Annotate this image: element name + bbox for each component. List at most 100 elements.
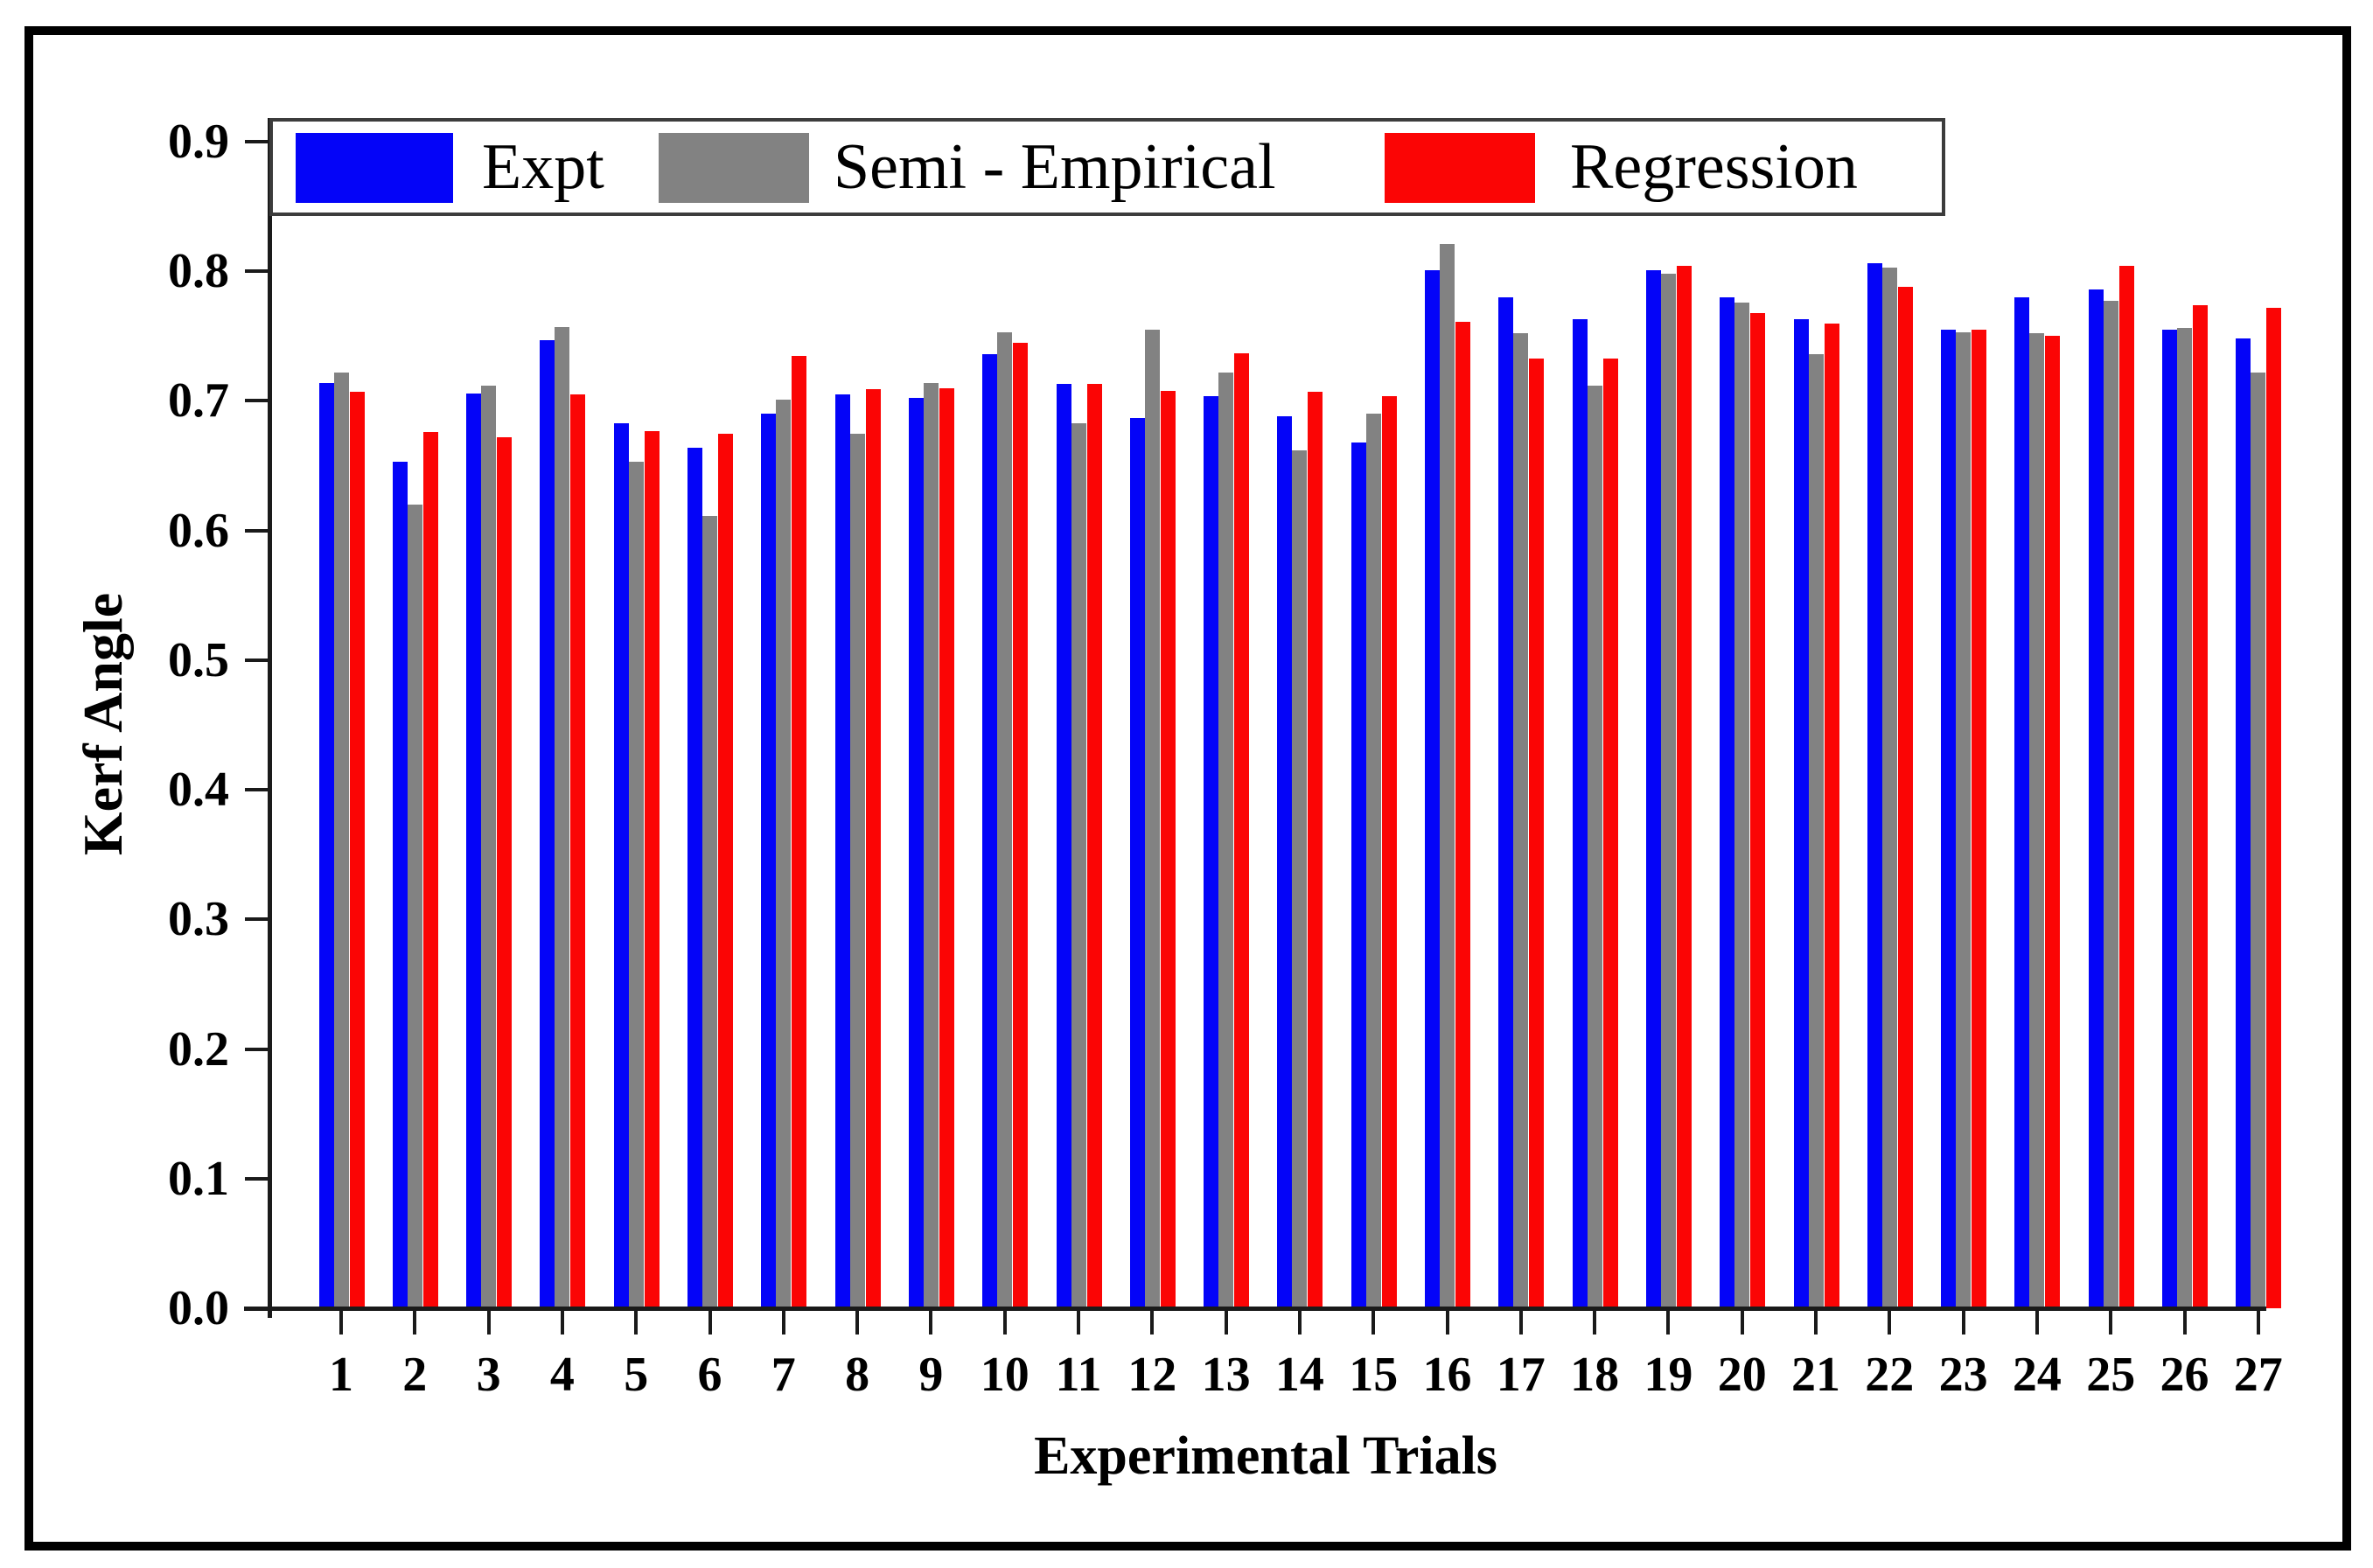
bar-expt-trial-9 <box>908 398 924 1308</box>
bar-regression-trial-26 <box>2193 304 2208 1308</box>
bar-expt-trial-4 <box>540 339 555 1308</box>
legend-swatch-expt <box>296 133 453 203</box>
x-tick-label: 8 <box>845 1348 870 1402</box>
x-tick <box>2034 1311 2039 1335</box>
bar-regression-trial-9 <box>939 387 954 1308</box>
bar-expt-trial-20 <box>1720 296 1735 1308</box>
bar-regression-trial-15 <box>1381 395 1397 1308</box>
y-tick <box>245 269 269 274</box>
bar-regression-trial-16 <box>1455 322 1470 1308</box>
legend-swatch-semi-empirical <box>659 133 809 203</box>
bar-semi-empirical-trial-14 <box>1292 449 1308 1308</box>
x-tick-label: 26 <box>2160 1348 2209 1402</box>
bar-expt-trial-13 <box>1204 395 1219 1308</box>
x-axis-title: Experimental Trials <box>1034 1426 1497 1486</box>
y-tick-label: 0.4 <box>168 763 229 818</box>
x-tick-label: 12 <box>1127 1348 1177 1402</box>
bar-expt-trial-12 <box>1129 417 1145 1308</box>
bar-semi-empirical-trial-21 <box>1808 354 1824 1308</box>
bar-semi-empirical-trial-25 <box>2103 301 2118 1308</box>
bar-expt-trial-7 <box>761 414 777 1308</box>
bar-expt-trial-25 <box>2088 289 2104 1308</box>
bar-regression-trial-12 <box>1160 390 1176 1308</box>
y-tick <box>245 528 269 533</box>
x-tick <box>1150 1311 1155 1335</box>
y-tick <box>245 788 269 792</box>
x-tick-label: 27 <box>2233 1348 2283 1402</box>
bar-regression-trial-22 <box>1897 287 1913 1308</box>
x-tick-label: 16 <box>1422 1348 1472 1402</box>
x-tick-label: 15 <box>1349 1348 1399 1402</box>
x-tick-label: 6 <box>697 1348 722 1402</box>
x-tick-label: 2 <box>402 1348 428 1402</box>
x-tick <box>1961 1311 1965 1335</box>
bar-expt-trial-15 <box>1351 442 1366 1308</box>
x-tick <box>1371 1311 1376 1335</box>
bar-expt-trial-21 <box>1793 319 1809 1308</box>
bar-semi-empirical-trial-20 <box>1734 302 1750 1308</box>
y-tick-label: 0.2 <box>168 1021 229 1077</box>
bar-regression-trial-11 <box>1086 384 1102 1308</box>
bar-expt-trial-19 <box>1645 269 1661 1308</box>
bar-regression-trial-4 <box>570 394 586 1308</box>
x-tick <box>339 1311 343 1335</box>
x-tick-label: 18 <box>1570 1348 1620 1402</box>
x-tick-label: 3 <box>476 1348 501 1402</box>
bar-expt-trial-5 <box>613 422 629 1308</box>
bar-semi-empirical-trial-12 <box>1144 329 1160 1308</box>
y-tick <box>245 140 269 143</box>
bar-semi-empirical-trial-18 <box>1587 385 1602 1308</box>
bar-regression-trial-1 <box>349 392 365 1308</box>
bar-semi-empirical-trial-1 <box>333 372 349 1308</box>
y-axis-title: Kerf Angle <box>72 592 134 856</box>
bar-semi-empirical-trial-2 <box>407 505 422 1308</box>
x-tick-label: 10 <box>980 1348 1029 1402</box>
bar-regression-trial-17 <box>1529 358 1545 1308</box>
y-tick-label: 0.3 <box>168 892 229 947</box>
x-tick-label: 7 <box>771 1348 796 1402</box>
legend-swatch-regression <box>1385 133 1535 203</box>
bar-semi-empirical-trial-3 <box>481 385 497 1308</box>
y-tick <box>245 917 269 922</box>
bar-expt-trial-26 <box>2162 329 2177 1308</box>
bar-regression-trial-8 <box>865 389 881 1308</box>
y-tick <box>245 1307 269 1310</box>
bar-semi-empirical-trial-6 <box>702 516 717 1308</box>
x-tick-label: 21 <box>1791 1348 1840 1402</box>
bar-regression-trial-6 <box>718 433 733 1308</box>
bar-semi-empirical-trial-17 <box>1513 333 1529 1308</box>
x-tick <box>1518 1311 1523 1335</box>
bar-semi-empirical-trial-11 <box>1071 422 1086 1308</box>
x-tick <box>486 1311 491 1335</box>
x-tick <box>413 1311 417 1335</box>
bar-expt-trial-22 <box>1867 263 1882 1308</box>
y-tick <box>245 1047 269 1051</box>
y-tick <box>245 1176 269 1181</box>
bar-semi-empirical-trial-19 <box>1660 274 1676 1308</box>
x-tick <box>1224 1311 1228 1335</box>
bar-regression-trial-5 <box>644 430 660 1308</box>
bar-regression-trial-7 <box>792 355 807 1308</box>
bar-expt-trial-24 <box>2014 296 2030 1308</box>
x-tick <box>2182 1311 2187 1335</box>
x-tick-label: 19 <box>1644 1348 1693 1402</box>
bar-regression-trial-27 <box>2266 307 2282 1308</box>
x-tick <box>1593 1311 1597 1335</box>
x-tick-label: 24 <box>2012 1348 2062 1402</box>
x-tick <box>560 1311 564 1335</box>
x-tick <box>1740 1311 1744 1335</box>
x-tick <box>1888 1311 1892 1335</box>
figure-border <box>24 26 2351 1551</box>
x-tick <box>708 1311 712 1335</box>
bar-semi-empirical-trial-27 <box>2251 372 2266 1308</box>
bar-regression-trial-13 <box>1234 352 1250 1308</box>
bar-expt-trial-14 <box>1277 416 1293 1308</box>
x-axis-line <box>244 1307 2266 1311</box>
x-tick-label: 14 <box>1274 1348 1324 1402</box>
bar-regression-trial-18 <box>1602 358 1618 1308</box>
bar-semi-empirical-trial-10 <box>997 331 1013 1308</box>
bar-regression-trial-19 <box>1676 266 1692 1308</box>
x-tick <box>855 1311 860 1335</box>
bar-semi-empirical-trial-5 <box>628 462 644 1308</box>
bar-expt-trial-2 <box>392 462 408 1308</box>
